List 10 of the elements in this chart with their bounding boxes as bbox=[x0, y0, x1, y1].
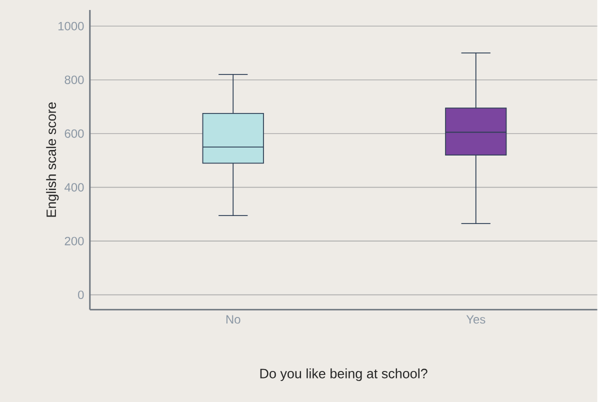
x-axis-title: Do you like being at school? bbox=[260, 368, 428, 381]
y-tick-label: 600 bbox=[64, 129, 84, 138]
y-tick-label: 400 bbox=[64, 182, 84, 192]
y-axis-title: English scale score bbox=[46, 102, 59, 217]
y-tick-label: 0 bbox=[78, 290, 84, 299]
x-tick-label: No bbox=[226, 315, 240, 324]
x-tick-label: Yes bbox=[466, 315, 486, 324]
y-tick-label: 200 bbox=[64, 236, 84, 246]
y-tick-label: 1000 bbox=[58, 22, 84, 30]
y-tick-label: 800 bbox=[64, 75, 84, 84]
